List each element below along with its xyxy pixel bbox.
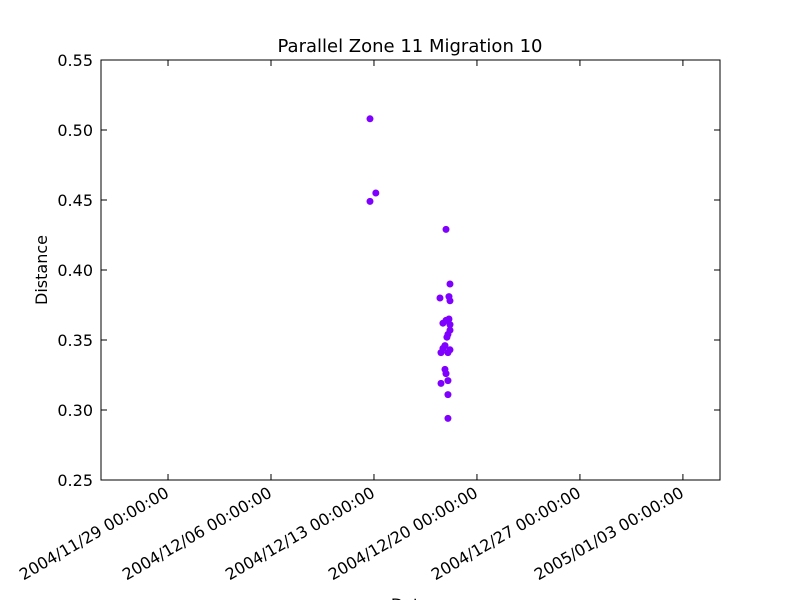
point [444,391,452,399]
chart-title: Parallel Zone 11 Migration 10 [278,36,543,57]
point [437,379,445,387]
x-axis-label: Date [391,595,429,600]
point [372,189,380,197]
y-tick-label: 0.25 [57,471,93,490]
point [436,294,444,302]
point [366,197,374,205]
point [437,349,445,357]
y-tick-label: 0.50 [57,121,93,140]
point [444,414,452,422]
point [444,349,452,357]
point [442,225,450,233]
y-tick-label: 0.55 [57,51,93,70]
point [446,321,454,329]
y-tick-label: 0.45 [57,191,93,210]
y-axis-label: Distance [32,235,51,305]
y-tick-label: 0.35 [57,331,93,350]
point [439,319,447,327]
point [442,370,450,378]
point [446,297,454,305]
point [446,280,454,288]
point [443,333,451,341]
point [366,115,374,123]
y-tick-label: 0.40 [57,261,93,280]
y-tick-label: 0.30 [57,401,93,420]
point [444,377,452,385]
